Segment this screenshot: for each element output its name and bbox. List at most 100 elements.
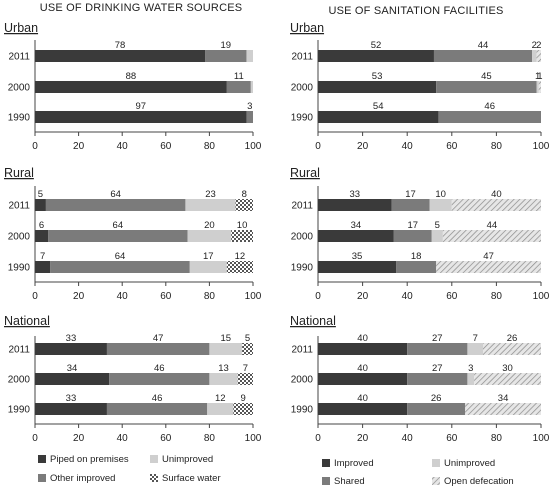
group-label: Urban	[290, 21, 324, 35]
data-label-shared: 17	[405, 189, 416, 200]
x-tick-label: 0	[32, 291, 38, 302]
data-label-piped: 33	[66, 393, 77, 404]
bar-segment-unimp	[185, 199, 236, 211]
year-label: 2000	[8, 83, 31, 94]
year-label: 2011	[8, 52, 30, 63]
bar-segment-unimp	[429, 199, 452, 211]
data-label-unimp: 12	[215, 393, 226, 404]
data-label-improved: 33	[350, 189, 361, 200]
data-label-open: 26	[507, 333, 518, 344]
bar-segment-piped	[35, 50, 206, 62]
x-tick-label: 40	[402, 141, 414, 152]
bar-row-2011: 2011 33 47 15 5	[8, 333, 253, 356]
x-tick-label: 100	[533, 141, 550, 152]
legend-label: Open defecation	[444, 476, 514, 487]
bar-segment-open	[536, 50, 541, 62]
bar-segment-piped	[35, 199, 46, 211]
bar-row-2000: 2000 40 27 3 30	[291, 363, 541, 386]
year-label: 1990	[8, 113, 31, 124]
x-tick-label: 40	[402, 291, 414, 302]
x-tick-label: 60	[160, 433, 172, 444]
bar-segment-piped	[35, 343, 107, 355]
data-label-shared: 26	[431, 393, 442, 404]
year-label: 2011	[8, 201, 30, 212]
legend-item-other: Other improved	[38, 473, 115, 484]
year-label: 2000	[291, 375, 314, 386]
x-tick-label: 60	[446, 433, 458, 444]
x-tick-label: 0	[315, 141, 321, 152]
bar-segment-unimp	[467, 373, 475, 385]
bar-row-2011: 2011 78 19	[8, 40, 253, 63]
data-label-piped: 7	[40, 251, 45, 262]
legend-swatch	[432, 477, 440, 485]
bar-segment-piped	[35, 111, 247, 123]
legend-item-improved: Improved	[322, 458, 374, 469]
bar-segment-other	[45, 199, 186, 211]
legend-label: Shared	[334, 476, 365, 487]
data-label-piped: 5	[38, 189, 43, 200]
bar-segment-shared	[407, 403, 466, 415]
data-label-unimp: 20	[204, 220, 215, 231]
bar-segment-unimp	[189, 261, 227, 273]
group-label: National	[290, 314, 336, 328]
bar-segment-shared	[393, 230, 432, 242]
legend-item-surface: Surface water	[150, 473, 221, 484]
legend-label: Piped on premises	[50, 454, 129, 465]
x-tick-label: 60	[446, 141, 458, 152]
data-label-other: 11	[234, 71, 244, 82]
data-label-surface: 8	[242, 189, 247, 200]
bar-row-1990: 1990 33 46 12 9	[8, 393, 253, 416]
data-label-improved: 54	[373, 101, 384, 112]
data-label-open: 2	[536, 40, 541, 51]
chart-group-urban: Urban 0 20 40 60 80 100 2011 78 19 2000 88 11 1990 97 3	[4, 21, 262, 152]
bar-segment-improved	[318, 373, 408, 385]
x-tick-label: 80	[204, 291, 216, 302]
bar-row-2000: 2000 6 64 20 10	[8, 220, 253, 243]
bar-segment-shared	[407, 373, 468, 385]
bar-segment-unimp	[209, 373, 238, 385]
x-tick-label: 40	[117, 291, 129, 302]
bar-segment-open	[442, 230, 541, 242]
bar-segment-improved	[318, 261, 397, 273]
year-label: 2011	[291, 201, 313, 212]
bar-segment-unimp	[250, 81, 253, 93]
data-label-open: 34	[498, 393, 509, 404]
data-label-unimp: 13	[218, 363, 229, 374]
bar-row-1990: 1990 35 18 47	[291, 251, 541, 274]
data-label-unimp: 1	[535, 71, 540, 82]
year-label: 2011	[291, 345, 313, 356]
x-tick-label: 80	[204, 141, 216, 152]
legend-label: Unimproved	[444, 458, 495, 469]
bar-segment-unimp	[207, 403, 234, 415]
bar-segment-improved	[318, 199, 392, 211]
x-tick-label: 20	[73, 141, 85, 152]
data-label-improved: 35	[352, 251, 363, 262]
legend: Piped on premises Unimproved Other improve…	[38, 454, 221, 484]
data-label-shared: 27	[432, 333, 443, 344]
bar-segment-surface	[242, 343, 253, 355]
legend-item-open: Open defecation	[432, 476, 514, 487]
data-label-open: 30	[502, 363, 513, 374]
bar-segment-surface	[226, 261, 253, 273]
data-label-unimp: 5	[435, 220, 440, 231]
data-label-surface: 10	[237, 220, 248, 231]
data-label-shared: 17	[407, 220, 418, 231]
data-label-shared: 44	[478, 40, 489, 51]
data-label-surface: 9	[241, 393, 246, 404]
legend-swatch	[322, 459, 330, 467]
data-label-improved: 34	[351, 220, 362, 231]
year-label: 1990	[8, 405, 31, 416]
data-label-open: 47	[483, 251, 494, 262]
bar-row-2011: 2011 52 44 2 2	[291, 40, 541, 63]
year-label: 1990	[291, 405, 314, 416]
x-tick-label: 80	[491, 141, 503, 152]
legend: Improved Unimproved Shared Open defecation	[322, 458, 514, 487]
data-label-unimp: 2	[532, 40, 537, 51]
data-label-shared: 45	[481, 71, 492, 82]
bar-row-2000: 2000 88 11	[8, 71, 253, 94]
data-label-other: 64	[113, 220, 124, 231]
data-label-shared: 27	[432, 363, 443, 374]
bar-segment-shared	[407, 343, 468, 355]
